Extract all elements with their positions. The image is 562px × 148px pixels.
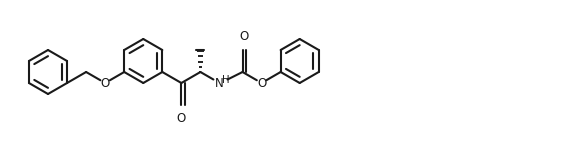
Text: O: O	[239, 30, 249, 43]
Text: O: O	[257, 77, 266, 90]
Text: N: N	[215, 77, 224, 90]
Text: O: O	[101, 77, 110, 90]
Text: O: O	[176, 112, 186, 125]
Text: H: H	[222, 75, 230, 85]
